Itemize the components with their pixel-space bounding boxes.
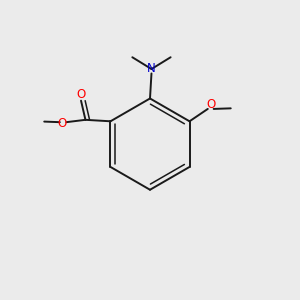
- Text: O: O: [58, 117, 67, 130]
- Text: O: O: [207, 98, 216, 111]
- Text: O: O: [76, 88, 86, 101]
- Text: N: N: [147, 61, 156, 75]
